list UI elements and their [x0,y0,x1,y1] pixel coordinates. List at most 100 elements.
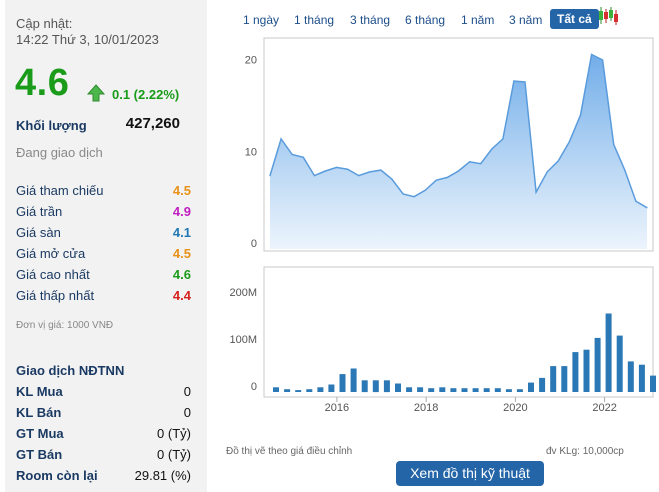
ceiling-price-value: 4.9 [172,204,191,219]
volume-bar [616,335,623,392]
price-point [524,81,526,83]
price-point [380,169,382,171]
volume-bar [528,382,534,392]
foreign-sell-volume-label: KL Bán [16,405,62,420]
price-ytick-label: 10 [245,146,257,158]
volume-bar [295,390,302,392]
tab-1-year[interactable]: 1 năm [461,13,495,27]
price-unit-note: Đơn vị giá: 1000 VNĐ [16,320,114,331]
tab-1-month[interactable]: 1 tháng [294,13,335,27]
price-point [457,170,460,172]
volume-bar [461,388,468,392]
ceiling-price-row: Giá trần 4.9 [16,204,191,222]
price-line [269,53,648,209]
volume-bar [406,387,413,392]
volume-bar [539,377,546,392]
ref-price-row: Giá tham chiếu 4.5 [16,183,191,201]
ceiling-price-label: Giá trần [16,204,63,219]
price-point [269,175,271,177]
price-point [591,53,593,56]
current-price: 4.6 [15,62,70,104]
volume-bar [284,389,291,392]
volume-unit-note: đv KLg: 10,000cp [546,446,624,457]
price-point [280,138,282,140]
x-tick-label: 2020 [503,402,527,414]
price-point [535,191,537,193]
foreign-buy-volume-row: KL Mua 0 [16,384,191,402]
volume-bar [361,380,368,393]
foreign-sell-volume-value: 0 [183,405,191,420]
price-point [313,175,315,177]
volume-bar [605,313,612,392]
volume-bar [561,366,568,392]
low-price-value: 4.4 [172,288,191,303]
volume-bar [494,388,501,392]
volume-bar [317,387,324,392]
price-point [391,178,393,180]
price-point [480,163,482,165]
high-price-row: Giá cao nhất 4.6 [16,267,191,285]
foreign-room-row: Room còn lại 29.81 (%) [16,468,191,486]
volume-bar [439,387,446,392]
foreign-sell-value-value: 0 (Tỷ) [157,447,191,462]
open-price-row: Giá mở cửa 4.5 [16,246,191,264]
price-point [446,176,448,178]
foreign-sell-value-label: GT Bán [16,447,63,462]
volume-bar [395,383,401,392]
price-ytick-label: 20 [245,55,257,67]
arrow-up-icon [87,84,105,102]
price-point [502,138,504,140]
volume-bar [350,368,357,392]
foreign-sell-value-row: GT Bán 0 (Tỷ) [16,447,191,465]
tab-3-months[interactable]: 3 tháng [350,13,391,27]
tab-all[interactable]: Tất cả [550,9,599,29]
volume-bar [472,388,479,392]
volume-bar [505,389,512,392]
price-point [646,207,648,209]
view-technical-chart-button[interactable]: Xem đồ thị kỹ thuật [396,461,544,486]
volume-bar [372,380,379,393]
price-point [324,170,326,172]
price-point [347,168,349,170]
candlestick-chart-icon[interactable] [598,6,620,26]
high-price-label: Giá cao nhất [16,267,90,282]
foreign-trading-title: Giao dịch NĐTNN [16,363,125,378]
price-point [546,171,548,173]
price-change: 0.1 (2.22%) [112,87,180,102]
tab-3-years[interactable]: 3 năm [509,13,543,27]
volume-value: 427,260 [125,115,180,132]
volume-label: Khối lượng [16,118,87,133]
open-price-value: 4.5 [172,246,191,261]
price-point [568,141,571,143]
x-tick-label: 2018 [414,402,438,414]
volume-bar [594,337,601,392]
volume-bar [516,389,523,392]
volume-bar [428,388,435,392]
volume-bar [383,380,390,393]
volume-bar [650,375,656,392]
foreign-room-label: Room còn lại [16,468,98,483]
price-point [413,196,415,198]
tab-6-months[interactable]: 6 tháng [405,13,446,27]
foreign-room-value: 29.81 (%) [134,468,191,483]
volume-bar [638,364,645,392]
high-price-value: 4.6 [172,267,191,282]
floor-price-row: Giá sàn 4.1 [16,225,191,243]
price-point [369,171,371,173]
low-price-row: Giá thấp nhất 4.4 [16,288,191,306]
volume-bar [450,388,457,392]
volume-bar [627,361,634,392]
open-price-label: Giá mở cửa [16,246,86,261]
trading-status: Đang giao dịch [16,145,103,160]
price-point [435,179,437,181]
volume-bar [550,366,557,392]
tab-1-day[interactable]: 1 ngày [243,13,280,27]
floor-price-value: 4.1 [172,225,191,240]
price-point [602,59,604,61]
foreign-sell-volume-row: KL Bán 0 [16,405,191,423]
volume-bar [417,387,424,392]
price-ytick-label: 0 [251,238,257,250]
adjusted-price-note: Đồ thị vẽ theo giá điều chỉnh [226,446,353,457]
price-point [424,189,426,191]
price-point [469,161,471,163]
